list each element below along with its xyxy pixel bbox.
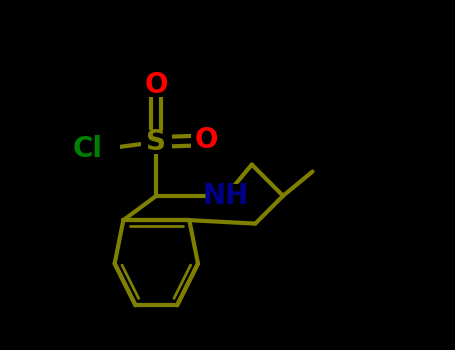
Text: NH: NH xyxy=(202,182,249,210)
Text: Cl: Cl xyxy=(72,135,102,163)
Text: O: O xyxy=(145,71,168,99)
FancyBboxPatch shape xyxy=(191,128,222,153)
Text: S: S xyxy=(147,128,167,156)
Text: O: O xyxy=(195,126,218,154)
FancyBboxPatch shape xyxy=(141,130,172,154)
FancyBboxPatch shape xyxy=(210,184,242,208)
FancyBboxPatch shape xyxy=(141,72,172,97)
FancyBboxPatch shape xyxy=(89,137,120,161)
